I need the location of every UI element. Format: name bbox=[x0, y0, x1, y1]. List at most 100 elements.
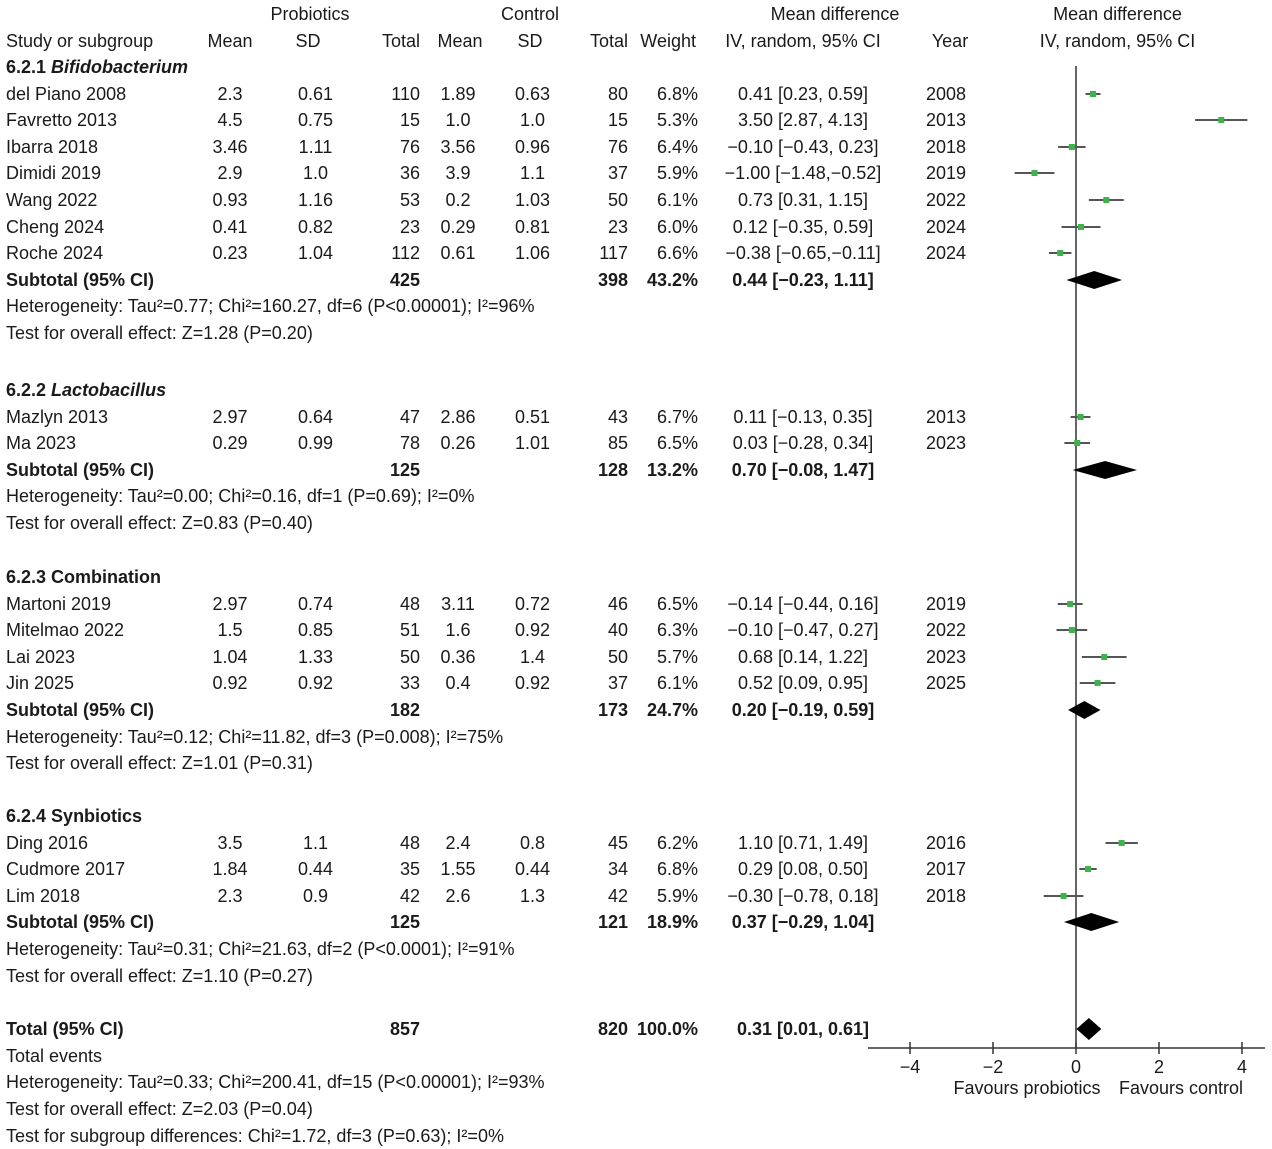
control-mean: 0.2 bbox=[445, 190, 471, 210]
probiotics-total: 48 bbox=[399, 594, 420, 614]
control-sd: 0.51 bbox=[514, 407, 551, 427]
subtotal-weight: 18.9% bbox=[646, 912, 698, 932]
x-axis-tick-label: 2 bbox=[1154, 1057, 1164, 1077]
study-year: 2025 bbox=[925, 673, 967, 693]
pooled-diamond bbox=[1066, 271, 1123, 289]
subgroup-number: 6.2.1 bbox=[6, 57, 52, 77]
favours-left-label: Favours probiotics bbox=[953, 1078, 1100, 1098]
overall-effect-text: Test for overall effect: Z=1.01 (P=0.31) bbox=[6, 753, 313, 773]
study-year: 2018 bbox=[925, 886, 967, 906]
probiotics-mean: 1.5 bbox=[217, 620, 243, 640]
control-sd: 0.44 bbox=[514, 859, 551, 879]
probiotics-total: 110 bbox=[391, 84, 420, 104]
probiotics-total: 48 bbox=[399, 833, 420, 853]
mean-difference-ci: 3.50 [2.87, 4.13] bbox=[737, 110, 869, 130]
pooled-diamond bbox=[1076, 1018, 1102, 1040]
control-total: 80 bbox=[607, 84, 628, 104]
subgroup-heading: 6.2.3 Combination bbox=[6, 567, 161, 587]
control-sd: 0.92 bbox=[514, 673, 551, 693]
study-point bbox=[1067, 601, 1074, 607]
study-year: 2023 bbox=[925, 647, 967, 667]
study-name: Wang 2022 bbox=[6, 190, 98, 210]
col-sd2-header: SD bbox=[517, 31, 543, 51]
probiotics-total: 15 bbox=[399, 110, 420, 130]
probiotics-mean: 2.97 bbox=[212, 594, 248, 614]
study-point bbox=[1031, 170, 1038, 176]
study-year: 2016 bbox=[925, 833, 967, 853]
probiotics-mean: 1.04 bbox=[212, 647, 248, 667]
col-weight-header: Weight bbox=[640, 31, 696, 51]
study-year: 2008 bbox=[925, 84, 967, 104]
study-year: 2013 bbox=[925, 407, 967, 427]
probiotics-sd: 0.75 bbox=[297, 110, 334, 130]
probiotics-total: 53 bbox=[399, 190, 420, 210]
weight: 5.7% bbox=[656, 647, 698, 667]
study-year: 2017 bbox=[925, 859, 967, 879]
subgroup-heading: 6.2.4 Synbiotics bbox=[6, 806, 142, 826]
study-point bbox=[1057, 250, 1064, 256]
probiotics-sd: 0.64 bbox=[297, 407, 334, 427]
probiotics-mean: 3.5 bbox=[217, 833, 243, 853]
x-axis-tick-label: −4 bbox=[900, 1057, 921, 1077]
probiotics-sd: 0.74 bbox=[297, 594, 334, 614]
subtotal-ci: 0.37 [−0.29, 1.04] bbox=[731, 912, 875, 932]
control-sd: 1.01 bbox=[514, 433, 551, 453]
subgroup-heading: 6.2.1 Bifidobacterium bbox=[6, 57, 188, 77]
study-name: Mitelmao 2022 bbox=[6, 620, 125, 640]
weight: 5.9% bbox=[656, 886, 698, 906]
subgroup-heading: 6.2.2 Lactobacillus bbox=[6, 380, 166, 400]
study-name: Ma 2023 bbox=[6, 433, 77, 453]
overall-effect-text: Test for overall effect: Z=0.83 (P=0.40) bbox=[6, 513, 313, 533]
total-probiotics-n: 857 bbox=[389, 1019, 420, 1039]
probiotics-mean: 0.93 bbox=[212, 190, 248, 210]
control-total: 23 bbox=[607, 217, 628, 237]
weight: 6.1% bbox=[656, 673, 698, 693]
subgroup-number: 6.2.4 bbox=[6, 806, 52, 826]
heterogeneity-text: Heterogeneity: Tau²=0.77; Chi²=160.27, d… bbox=[6, 296, 535, 316]
mean-difference-ci: 0.68 [0.14, 1.22] bbox=[737, 647, 869, 667]
weight: 6.5% bbox=[656, 433, 698, 453]
probiotics-sd: 0.85 bbox=[297, 620, 334, 640]
col-sd1-header: SD bbox=[295, 31, 321, 51]
mean-difference-ci: 0.41 [0.23, 0.59] bbox=[737, 84, 869, 104]
probiotics-mean: 4.5 bbox=[217, 110, 243, 130]
probiotics-mean: 2.9 bbox=[217, 163, 243, 183]
study-point bbox=[1085, 866, 1092, 872]
group2-header: Control bbox=[500, 4, 560, 24]
probiotics-total: 78 bbox=[399, 433, 420, 453]
probiotics-sd: 1.11 bbox=[298, 137, 333, 157]
total-heterogeneity: Heterogeneity: Tau²=0.33; Chi²=200.41, d… bbox=[6, 1072, 545, 1092]
probiotics-sd: 0.44 bbox=[297, 859, 334, 879]
mean-difference-ci: −0.38 [−0.65,−0.11] bbox=[725, 243, 881, 263]
study-point bbox=[1094, 680, 1101, 686]
subtotal-weight: 43.2% bbox=[646, 270, 698, 290]
weight: 6.4% bbox=[656, 137, 698, 157]
probiotics-sd: 1.1 bbox=[302, 833, 329, 853]
pooled-diamond bbox=[1063, 913, 1120, 931]
study-name: Lai 2023 bbox=[6, 647, 76, 667]
probiotics-sd: 1.04 bbox=[297, 243, 334, 263]
subgroup-number: 6.2.2 bbox=[6, 380, 52, 400]
x-axis-tick-label: −2 bbox=[983, 1057, 1004, 1077]
probiotics-sd: 1.0 bbox=[302, 163, 329, 183]
study-year: 2022 bbox=[925, 620, 967, 640]
weight: 6.1% bbox=[656, 190, 698, 210]
study-name: Cheng 2024 bbox=[6, 217, 105, 237]
subtotal-probiotics-total: 125 bbox=[389, 460, 420, 480]
probiotics-mean: 0.29 bbox=[212, 433, 248, 453]
control-mean: 1.0 bbox=[445, 110, 471, 130]
mean-difference-ci: −0.10 [−0.47, 0.27] bbox=[727, 620, 879, 640]
col-study-header: Study or subgroup bbox=[6, 31, 154, 51]
control-mean: 2.86 bbox=[440, 407, 476, 427]
probiotics-sd: 0.92 bbox=[297, 673, 334, 693]
subtotal-control-total: 173 bbox=[597, 700, 628, 720]
control-sd: 0.92 bbox=[514, 620, 551, 640]
control-mean: 2.4 bbox=[445, 833, 471, 853]
probiotics-sd: 1.16 bbox=[297, 190, 334, 210]
study-name: Cudmore 2017 bbox=[6, 859, 126, 879]
control-sd: 1.03 bbox=[514, 190, 551, 210]
control-mean: 3.56 bbox=[440, 137, 476, 157]
probiotics-sd: 0.99 bbox=[297, 433, 334, 453]
study-point bbox=[1077, 414, 1084, 420]
overall-effect-text: Test for overall effect: Z=1.10 (P=0.27) bbox=[6, 966, 313, 986]
